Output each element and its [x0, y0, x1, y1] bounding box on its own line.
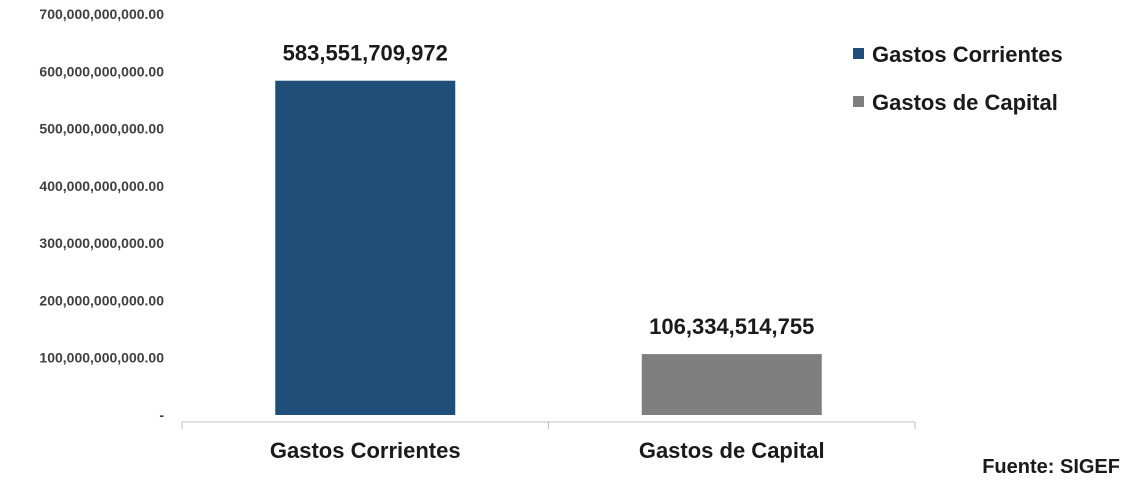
y-tick-label: 300,000,000,000.00 [39, 235, 164, 251]
y-tick-label: 400,000,000,000.00 [39, 178, 164, 194]
legend-swatch [853, 96, 864, 107]
y-tick-label: 500,000,000,000.00 [39, 121, 164, 137]
data-label: 106,334,514,755 [649, 314, 814, 339]
y-tick-label: 700,000,000,000.00 [39, 6, 164, 22]
x-tick-label: Gastos Corrientes [270, 438, 461, 463]
y-tick-label: 100,000,000,000.00 [39, 350, 164, 366]
y-tick-label: 600,000,000,000.00 [39, 63, 164, 79]
x-tick-label: Gastos de Capital [639, 438, 825, 463]
bar [641, 354, 822, 415]
data-label: 583,551,709,972 [283, 41, 448, 66]
legend-label: Gastos Corrientes [872, 42, 1063, 67]
source-note: Fuente: SIGEF [982, 456, 1120, 478]
legend-label: Gastos de Capital [872, 90, 1058, 115]
legend-swatch [853, 48, 864, 59]
y-tick-label: - [159, 407, 164, 423]
bar [275, 80, 456, 415]
y-tick-label: 200,000,000,000.00 [39, 292, 164, 308]
